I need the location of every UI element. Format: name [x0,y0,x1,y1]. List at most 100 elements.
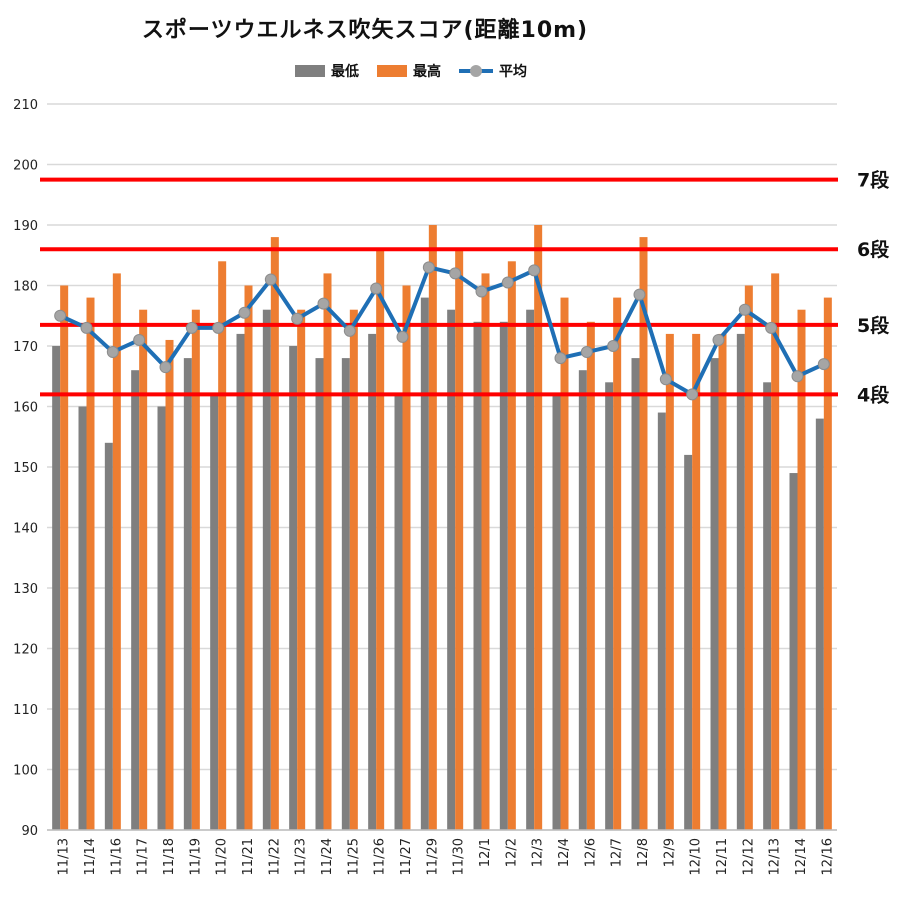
x-tick-label: 11/26 [373,838,388,875]
legend-label-avg: 平均 [499,64,527,80]
x-tick-label: 12/3 [531,838,546,867]
bar-min [578,370,587,830]
bar-max [665,333,674,830]
avg-series-line [59,265,825,397]
x-tick-label: 11/27 [399,838,414,875]
avg-point [185,321,198,334]
x-tick-label: 11/23 [294,838,309,875]
y-tick-label: 190 [13,219,38,234]
x-tick-label: 12/8 [636,838,651,867]
bar-min [52,346,61,830]
bar-max [481,273,490,830]
legend-item-avg: 平均 [459,61,527,81]
x-tick-label: 11/21 [241,838,256,875]
bar-max [165,339,174,830]
avg-point [212,321,225,334]
bar-min [447,309,456,830]
avg-point [54,309,67,322]
y-tick-label: 180 [13,280,38,295]
bar-max [244,285,253,830]
bar-max [771,273,780,830]
x-tick-label: 12/12 [741,838,756,875]
y-tick-label: 120 [13,643,38,658]
bar-max [586,321,595,830]
bar-min [289,346,298,830]
legend-swatch-max [377,65,407,77]
x-tick-label: 11/18 [162,838,177,875]
bar-min [157,406,166,830]
bar-min [499,321,508,830]
bar-min [631,358,640,830]
bar-max [692,333,701,830]
x-tick-label: 12/16 [820,838,835,875]
bar-max [86,297,95,831]
avg-point [106,346,119,359]
bar-min [394,394,403,830]
legend: 最低 最高 平均 [295,60,527,82]
bar-max [218,261,227,830]
bar-max [718,333,727,830]
bar-min [473,321,482,830]
avg-point [422,261,435,274]
avg-point [264,273,277,286]
x-tick-label: 12/11 [715,838,730,875]
y-tick-label: 210 [13,98,38,113]
x-tick-label: 11/22 [267,838,282,875]
bar-max [428,225,437,830]
x-tick-label: 12/4 [557,838,572,867]
bar-max [112,273,121,830]
chart-title: スポーツウエルネス吹矢スコア(距離10m) [141,18,589,43]
y-tick-label: 100 [13,764,38,779]
avg-point [633,288,646,301]
bar-min [183,358,192,830]
avg-point [686,388,699,401]
legend-label-max: 最高 [413,64,441,80]
x-tick-label: 11/19 [188,838,203,875]
x-tick-label: 12/1 [478,838,493,867]
avg-point [80,321,93,334]
avg-point [159,361,172,374]
bar-max [613,297,622,831]
bar-max [376,249,385,830]
bar-max [323,273,332,830]
bar-max [823,297,832,831]
bar-max [455,249,464,830]
bar-min [341,358,350,830]
avg-point [659,373,672,386]
avg-point [238,306,251,319]
y-tick-label: 150 [13,461,38,476]
avg-point [475,285,488,298]
bar-min [605,382,614,830]
bar-max [639,237,648,831]
x-tick-label: 11/29 [425,838,440,875]
x-tick-label: 11/24 [320,838,335,875]
avg-point [712,333,725,346]
bar-max [60,285,69,830]
x-tick-label: 12/13 [768,838,783,875]
bar-min [684,454,693,830]
legend-item-min: 最低 [295,61,359,81]
x-tick-label: 11/30 [452,838,467,875]
avg-point [554,352,567,365]
x-tick-label: 11/20 [215,838,230,875]
y-tick-label: 130 [13,582,38,597]
bar-max [270,237,279,831]
bar-max [191,309,200,830]
x-tick-label: 12/6 [583,838,598,867]
bar-max [560,297,569,831]
x-tick-label: 12/14 [794,838,809,875]
bar-min [236,333,245,830]
x-tick-label: 11/16 [109,838,124,875]
avg-point [291,312,304,325]
reference-line-label: 7段 [857,169,890,192]
bar-max [349,309,358,830]
bar-max [139,309,148,830]
bar-max [297,309,306,830]
reference-line-label: 4段 [857,383,890,406]
y-tick-label: 90 [21,824,38,839]
avg-point [449,267,462,280]
legend-swatch-avg [459,64,493,78]
x-tick-label: 11/25 [346,838,361,875]
bar-min [131,370,140,830]
bar-min [710,358,719,830]
